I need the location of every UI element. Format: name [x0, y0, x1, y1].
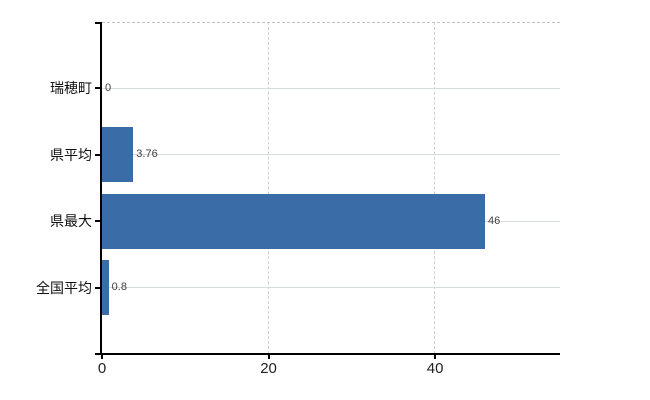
bar-value-label: 0.8 — [111, 281, 127, 294]
plot-top-border — [102, 22, 560, 23]
x-axis-line — [95, 353, 560, 355]
y-axis-tick — [95, 87, 101, 90]
category-gridline — [102, 154, 560, 156]
y-axis-top-tick — [95, 22, 102, 24]
category-label: 全国平均 — [36, 279, 92, 296]
category-label: 県最大 — [50, 213, 92, 230]
bar — [102, 193, 486, 249]
bar-value-label: 3.76 — [136, 148, 158, 161]
plot-area — [102, 22, 560, 354]
x-axis-tick — [434, 354, 437, 359]
x-axis-tick-label: 20 — [260, 360, 277, 377]
bar-value-label: 0 — [105, 81, 112, 94]
x-axis-tick — [101, 354, 103, 359]
x-axis-tick-label: 40 — [426, 360, 444, 377]
x-axis-tick-label: 0 — [97, 360, 107, 377]
y-axis-tick — [95, 153, 101, 156]
category-label: 瑞穂町 — [50, 80, 92, 97]
x-gridline — [434, 22, 436, 354]
y-axis-tick — [95, 220, 101, 223]
x-axis-tick — [267, 354, 270, 359]
x-gridline — [267, 22, 269, 354]
bar — [102, 127, 134, 183]
category-label: 県平均 — [50, 146, 92, 163]
y-axis-tick — [95, 286, 101, 289]
bar-value-label: 46 — [488, 214, 501, 227]
category-gridline — [102, 287, 560, 289]
category-gridline — [102, 87, 560, 89]
bar — [102, 260, 109, 316]
y-axis-line — [100, 22, 102, 355]
